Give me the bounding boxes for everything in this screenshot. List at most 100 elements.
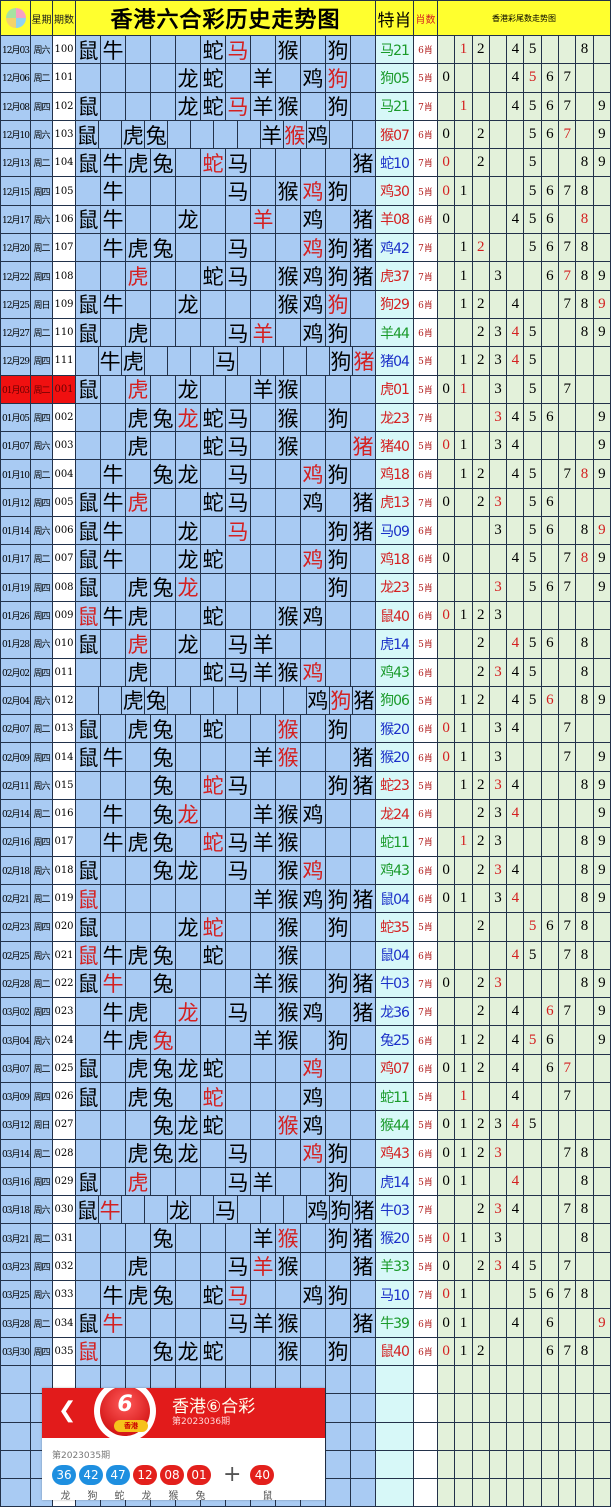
tail-digit-cell: [576, 1422, 594, 1451]
zodiac-cell: 羊: [251, 375, 276, 404]
table-row: 01月10 周二 004. 牛. 兔龙. 马.. 鸡狗. 鸡18 6肖. 1 2. 4 5. 7 8 9: [1, 460, 611, 489]
zodiac-cells: 鼠...龙蛇..猴.狗.: [76, 913, 376, 942]
zodiac-cell: 牛: [101, 743, 126, 772]
special-zodiac-cell: 虎14: [376, 630, 414, 659]
ball-zodiac: 猴: [168, 1491, 179, 1500]
zodiac-cell: .: [276, 517, 301, 546]
tail-digit-cell: 2: [472, 998, 490, 1027]
tail-digit-cell: 1: [455, 262, 473, 291]
tail-digit-cell: 1: [455, 1111, 473, 1140]
tail-digit-cell: .: [559, 856, 577, 885]
special-zodiac-cell: 鸡30: [376, 177, 414, 206]
special-zodiac-cell: [376, 1450, 414, 1480]
tail-digit-cell: 1: [455, 1054, 473, 1083]
zodiac-cell: .: [122, 1196, 146, 1225]
tail-digit-cell: 9: [593, 686, 611, 716]
zodiac-cell: .: [151, 64, 176, 93]
tail-digit-cell: 9: [593, 92, 611, 121]
tail-digit-cell: 9: [593, 828, 611, 857]
zodiac-cell: .: [76, 1224, 101, 1253]
back-arrow-icon[interactable]: ❮: [58, 1398, 77, 1423]
special-zodiac-cell: 蛇23: [376, 771, 414, 801]
tail-digit-cell: 1: [455, 1026, 473, 1055]
table-row: 02月09 周四 014 鼠牛. 兔... 羊猴.. 猪猴20 6肖 0 1. 3... 7. 9: [1, 743, 611, 772]
zodiac-cell: .: [126, 800, 151, 829]
zodiac-cells: .牛.兔龙.马..鸡狗.: [76, 460, 376, 489]
zodiac-cell: 牛: [101, 969, 126, 999]
tail-digit-cell: [455, 1422, 473, 1451]
tail-digit-cell: .: [559, 969, 577, 999]
zodiac-cell: .: [126, 913, 151, 942]
tail-digit-cell: 0: [438, 1252, 456, 1282]
zodiac-cells: 鼠牛虎..蛇马..鸡.猪: [76, 488, 376, 518]
card-header: ❮ 6 香港 香港⑥合彩 第2023036期: [42, 1388, 325, 1442]
weekday-cell: 周四: [31, 998, 53, 1027]
zodiac-cell: .: [301, 92, 326, 121]
special-zodiac-cell: [376, 1365, 414, 1395]
zodiac-cell: .: [151, 517, 176, 546]
zodiac-cell: .: [99, 686, 123, 716]
tail-digit-cell: 1: [455, 347, 473, 376]
zodiac-cell: .: [301, 1026, 326, 1055]
table-row: 03月28 周二 034 鼠牛.... 马羊猴.. 猪牛39 6肖 0 1.. 4. 6.. 9: [1, 1309, 611, 1338]
zodiac-cell: .: [201, 969, 226, 999]
zodiac-cell: 猪: [351, 234, 376, 263]
zodiac-cell: .: [214, 120, 238, 150]
tail-digit-cell: .: [489, 234, 508, 263]
tail-digit-cell: 8: [576, 856, 594, 885]
tail-digit-cell: 0: [438, 488, 456, 518]
zodiac-cell: 蛇: [201, 1054, 226, 1083]
tail-digit-cell: 2: [472, 1026, 490, 1055]
tail-digit-cell: 2: [472, 771, 490, 801]
table-row: 12月22 周四 108.. 虎.. 蛇马. 猴鸡狗猪虎37 7肖. 1. 3.. 6 7 8 9: [1, 262, 611, 291]
zodiac-cell: .: [176, 36, 201, 65]
zodiac-cell: 牛: [101, 828, 126, 857]
tail-digit-cell: .: [455, 941, 473, 970]
tail-digit-cell: .: [593, 36, 611, 65]
period-cell: 031: [53, 1224, 76, 1253]
tail-digit-cell: [576, 1450, 594, 1480]
lottery-result-card[interactable]: ❮ 6 香港 香港⑥合彩 第2023036期 第2023035期 36 42 47 12…: [42, 1388, 325, 1500]
zodiac-cell: 鸡: [301, 460, 326, 489]
zodiac-cells: 鼠牛虎兔.蛇马....猪: [76, 149, 376, 178]
tail-digit-cell: .: [438, 828, 456, 857]
tail-digit-cell: .: [559, 1309, 577, 1338]
tail-digit-cell: .: [455, 1196, 473, 1225]
zodiac-cell: 蛇: [201, 432, 226, 461]
tail-digit-cell: 2: [472, 149, 490, 178]
zodiac-cell: .: [301, 969, 326, 999]
tail-digit-cell: [472, 1394, 490, 1423]
tail-digit-cell: 5: [524, 403, 542, 433]
tail-digit-cell: .: [489, 545, 508, 574]
tail-digit-cell: 8: [576, 262, 594, 291]
zodiac-cell: .: [276, 573, 301, 602]
zodiac-cell: .: [101, 1082, 126, 1112]
special-zodiac-cell: 蛇35: [376, 913, 414, 942]
zodiac-cell: 虎: [126, 1281, 151, 1310]
zodiac-cell: .: [176, 969, 201, 999]
table-row: 01月19 周四 008 鼠. 虎兔龙..... 狗. 龙23 5肖... 3. 5 6 7. 9: [1, 573, 611, 602]
period-cell: 024: [53, 1026, 76, 1055]
zodiac-cell: 鼠: [76, 149, 101, 178]
zodiac-cell: .: [326, 658, 351, 687]
tail-digit-cell: 0: [438, 743, 456, 772]
tail-digit-cell: 9: [593, 318, 611, 348]
zodiac-cell: 狗: [326, 1139, 351, 1168]
zodiac-cell: 马: [226, 318, 251, 348]
tail-digit-cell: .: [576, 715, 594, 744]
zodiac-cell: .: [176, 884, 201, 914]
zodiac-cell: .: [301, 771, 326, 801]
tail-digit-cell: 3: [489, 318, 508, 348]
tail-digit-cell: .: [489, 1281, 508, 1310]
zodiac-cell: .: [351, 460, 376, 489]
special-zodiac-cell: 马10: [376, 1281, 414, 1310]
zodiac-cell: .: [76, 800, 101, 829]
zodiac-cell: 鸡: [301, 1281, 326, 1310]
table-row: 02月14 周二 016. 牛. 兔龙.. 羊猴鸡.. 龙24 6肖.. 2 3 4.... 9: [1, 800, 611, 829]
zodiac-cell: 马: [226, 828, 251, 857]
tail-digit-cell: 3: [489, 347, 508, 376]
date-cell: 12月27: [1, 318, 31, 348]
zodiac-cell: .: [226, 205, 251, 235]
